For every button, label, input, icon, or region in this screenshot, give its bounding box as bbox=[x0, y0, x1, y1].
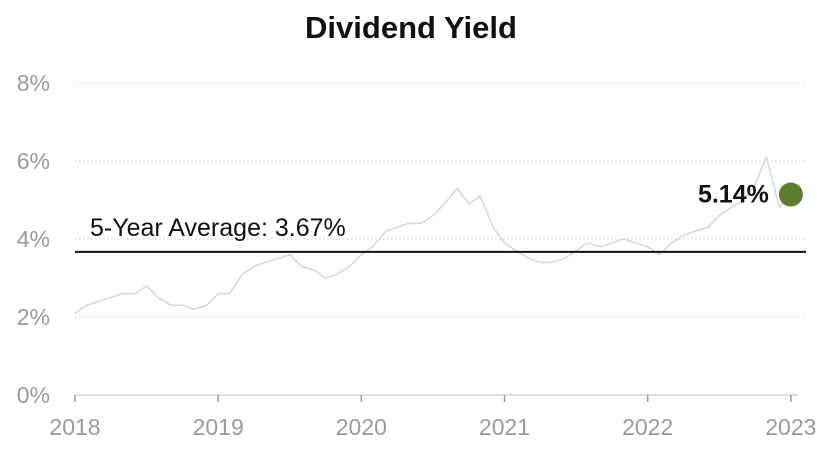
current-point-layer: 5.14% bbox=[698, 181, 803, 209]
x-tick-label: 2018 bbox=[49, 414, 100, 440]
yield-series-line bbox=[74, 156, 792, 314]
x-tick-label: 2022 bbox=[622, 414, 673, 440]
gridlines bbox=[75, 82, 806, 396]
current-yield-point bbox=[778, 182, 803, 207]
average-label: 5-Year Average: 3.67% bbox=[90, 214, 346, 242]
average-layer: 5-Year Average: 3.67% bbox=[75, 214, 806, 253]
series-layer bbox=[74, 156, 792, 314]
x-axis-ticks: 2018 2019 2020 2021 2022 2023 bbox=[49, 395, 816, 440]
y-tick-label: 6% bbox=[17, 148, 50, 174]
y-axis-ticks: 0% 2% 4% 6% 8% bbox=[17, 70, 50, 408]
current-yield-label: 5.14% bbox=[698, 181, 769, 209]
y-tick-label: 4% bbox=[17, 226, 50, 252]
x-tick-label: 2021 bbox=[479, 414, 530, 440]
y-tick-label: 2% bbox=[17, 304, 50, 330]
x-tick-label: 2019 bbox=[193, 414, 244, 440]
y-tick-label: 8% bbox=[17, 70, 50, 96]
y-tick-label: 0% bbox=[17, 382, 50, 408]
x-tick-label: 2023 bbox=[765, 414, 816, 440]
chart-title: Dividend Yield bbox=[305, 10, 517, 45]
x-tick-label: 2020 bbox=[336, 414, 387, 440]
